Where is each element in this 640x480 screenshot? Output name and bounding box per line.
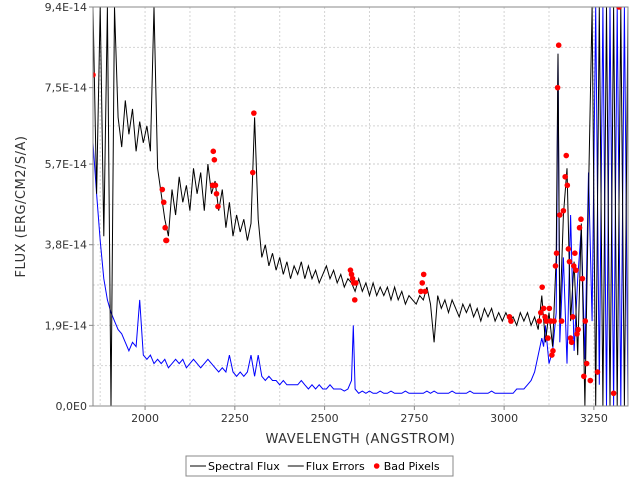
x-tick-label: 3250 (580, 412, 608, 425)
legend: Spectral Flux Flux Errors Bad Pixels (185, 455, 454, 477)
bad-pixel-point (563, 152, 570, 159)
series-line-flux-errors (93, 7, 628, 406)
bad-pixel-point (539, 284, 545, 290)
bad-pixel-point (536, 318, 543, 324)
bad-pixel-point (419, 280, 426, 286)
y-tick-label: 9,4E-14 (45, 1, 87, 14)
bad-pixel-point (160, 199, 167, 206)
bad-pixel-point (583, 360, 590, 367)
bad-pixel-point (587, 377, 594, 384)
bad-pixel-point (554, 84, 561, 91)
y-tick-label: 3,8E-14 (45, 239, 87, 252)
x-axis: 2000 2250 2500 2750 3000 3250 (131, 406, 608, 425)
bad-pixel-point (576, 224, 583, 231)
bad-pixel-point (351, 297, 358, 303)
bad-pixel-point (348, 271, 355, 278)
bad-pixel-point (556, 212, 563, 218)
bad-pixel-point (566, 258, 573, 265)
bad-pixel-point (418, 288, 424, 295)
y-axis: 0,0E0 1,9E-14 3,8E-14 5,7E-14 7,5E-14 9,4E-14 (45, 1, 93, 413)
bad-pixel-point (558, 318, 565, 324)
bad-pixel-point (213, 190, 220, 197)
x-tick-label: 2250 (221, 412, 249, 425)
bad-pixel-point (616, 7, 622, 10)
x-tick-label: 2000 (131, 412, 159, 425)
y-tick-label: 5,7E-14 (45, 158, 87, 171)
bad-pixel-point (249, 169, 256, 176)
bad-pixel-point (210, 148, 217, 155)
bad-pixel-point (542, 314, 548, 320)
legend-item: Spectral Flux (190, 460, 280, 473)
y-tick-label: 1,9E-14 (45, 319, 87, 332)
legend-swatch (373, 463, 380, 469)
x-tick-label: 2750 (400, 412, 428, 425)
bad-pixel-point (251, 110, 257, 116)
bad-pixel-point (553, 250, 560, 256)
bad-pixel-point (163, 237, 170, 244)
x-tick-label: 2500 (311, 412, 339, 425)
legend-item: Bad Pixels (373, 460, 440, 473)
bad-pixel-point (353, 280, 359, 286)
bad-pixel-point (560, 207, 567, 214)
bad-pixel-point (574, 331, 580, 337)
bad-pixel-point (159, 186, 166, 193)
y-tick-label: 7,5E-14 (45, 82, 87, 95)
bad-pixel-point (506, 314, 513, 320)
bad-pixel-point (545, 335, 551, 341)
bad-pixel-point (568, 339, 575, 346)
bad-pixel-point (552, 263, 559, 269)
bad-pixel-point (610, 390, 617, 397)
bad-pixel-point (578, 216, 584, 223)
bad-pixel-point (211, 157, 218, 163)
legend-label: Spectral Flux (208, 460, 280, 473)
bad-pixel-point (546, 305, 553, 312)
plot-area (92, 6, 629, 407)
plot-border (92, 6, 629, 407)
bad-pixel-point (565, 246, 572, 252)
bad-pixel-point (422, 288, 428, 295)
bad-pixel-point (162, 224, 168, 231)
legend-label: Flux Errors (306, 460, 365, 473)
series-layer (93, 7, 628, 406)
bad-pixel-point (570, 263, 577, 269)
bad-pixel-point (508, 318, 514, 324)
bad-pixel-point (564, 182, 571, 189)
bad-pixel-point (215, 203, 221, 210)
bad-pixel-point (420, 271, 427, 278)
bad-pixel-point (212, 182, 219, 189)
legend-label: Bad Pixels (384, 460, 440, 473)
bad-pixel-point (537, 309, 544, 316)
bad-pixel-point (581, 373, 587, 380)
bad-pixel-point (582, 318, 589, 324)
bad-pixel-point (549, 352, 555, 358)
bad-pixel-point (93, 72, 96, 78)
plot-background (93, 7, 628, 406)
bad-pixel-point (579, 275, 586, 282)
legend-item: Flux Errors (287, 460, 365, 473)
x-axis-title: WAVELENGTH (ANGSTROM) (266, 432, 456, 447)
bad-pixel-point (349, 275, 356, 282)
bad-pixel-point (543, 318, 550, 324)
series-line-spectral-flux (93, 7, 628, 406)
bad-pixel-point (551, 318, 557, 324)
bad-pixel-point (594, 369, 601, 375)
y-axis-title: FLUX (ERG/CM2/S/A) (14, 136, 29, 278)
x-tick-label: 3000 (490, 412, 518, 425)
bad-pixel-point (572, 250, 578, 256)
bad-pixel-point (347, 267, 354, 273)
legend-box (185, 455, 454, 477)
bad-pixel-point (550, 348, 556, 354)
bad-pixel-point (540, 305, 547, 312)
bad-pixel-point (567, 335, 574, 341)
y-tick-label: 0,0E0 (56, 400, 87, 413)
bad-pixel-point (575, 326, 581, 333)
bad-pixel-point (569, 314, 576, 320)
bad-pixel-point (573, 267, 579, 273)
bad-pixel-point (555, 42, 562, 49)
bad-pixel-point (562, 173, 568, 180)
